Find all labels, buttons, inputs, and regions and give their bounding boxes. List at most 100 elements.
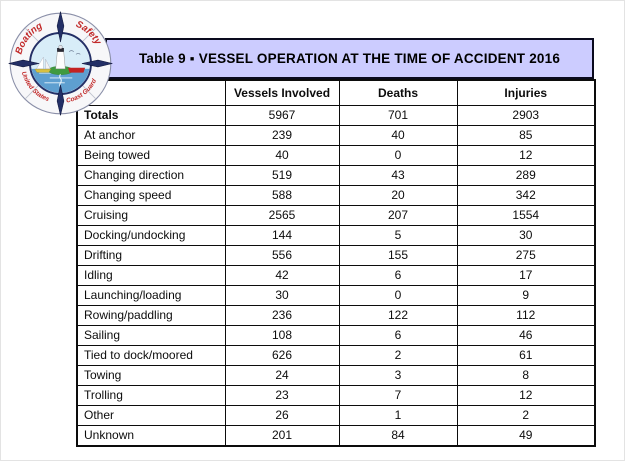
value-cell: 289 xyxy=(456,165,596,186)
table-row: Other 26 1 2 xyxy=(76,405,596,426)
value-cell: 12 xyxy=(456,145,596,166)
value-cell: 84 xyxy=(338,425,458,447)
operation-label: Trolling xyxy=(76,385,226,406)
ring-wedges xyxy=(8,11,113,116)
red-boat-icon xyxy=(67,67,86,73)
operation-label: Tied to dock/moored xyxy=(76,345,226,366)
operation-label: Sailing xyxy=(76,325,226,346)
value-cell: 24 xyxy=(224,365,340,386)
table-row: Tied to dock/moored 626 2 61 xyxy=(76,345,596,366)
value-cell: 239 xyxy=(224,125,340,146)
value-cell: 275 xyxy=(456,245,596,266)
reflection xyxy=(59,73,62,88)
value-cell: 23 xyxy=(224,385,340,406)
operation-label: Idling xyxy=(76,265,226,286)
column-header-deaths: Deaths xyxy=(338,79,458,106)
operation-label: Rowing/paddling xyxy=(76,305,226,326)
value-cell: 6 xyxy=(338,325,458,346)
value-cell: 207 xyxy=(338,205,458,226)
value-cell: 144 xyxy=(224,225,340,246)
table-row: Launching/loading 30 0 9 xyxy=(76,285,596,306)
value-cell: 1554 xyxy=(456,205,596,226)
value-cell: 43 xyxy=(338,165,458,186)
column-header-injuries: Injuries xyxy=(456,79,596,106)
value-cell: 236 xyxy=(224,305,340,326)
value-cell: 5 xyxy=(338,225,458,246)
table-row: Docking/undocking 144 5 30 xyxy=(76,225,596,246)
column-header-vessels-involved: Vessels Involved xyxy=(224,79,340,106)
ring-seams xyxy=(24,27,97,100)
table-row: Changing direction 519 43 289 xyxy=(76,165,596,186)
value-cell: 342 xyxy=(456,185,596,206)
birds-icon xyxy=(68,50,81,55)
value-cell: 46 xyxy=(456,325,596,346)
value-cell: 155 xyxy=(338,245,458,266)
value-cell: 588 xyxy=(224,185,340,206)
operation-label: Being towed xyxy=(76,145,226,166)
value-cell: 49 xyxy=(456,425,596,447)
operation-label: Docking/undocking xyxy=(76,225,226,246)
sailboat-icon xyxy=(34,56,52,73)
value-cell: 112 xyxy=(456,305,596,326)
value-cell: 122 xyxy=(338,305,458,326)
value-cell: 61 xyxy=(456,345,596,366)
value-cell: 2565 xyxy=(224,205,340,226)
value-cell: 6 xyxy=(338,265,458,286)
vessel-table-body: Totals 5967 701 2903 At anchor 239 40 85 Being t… xyxy=(76,105,596,447)
value-cell: 2 xyxy=(338,345,458,366)
operation-label: Other xyxy=(76,405,226,426)
value-cell: 701 xyxy=(338,105,458,126)
table-row: Being towed 40 0 12 xyxy=(76,145,596,166)
value-cell: 0 xyxy=(338,145,458,166)
value-cell: 626 xyxy=(224,345,340,366)
operation-label: Towing xyxy=(76,365,226,386)
value-cell: 40 xyxy=(224,145,340,166)
table-row: Towing 24 3 8 xyxy=(76,365,596,386)
coast-guard-boating-safety-logo: Boating Safety United States Coast Guard xyxy=(8,11,113,116)
value-cell: 2903 xyxy=(456,105,596,126)
value-cell: 42 xyxy=(224,265,340,286)
table-row: Idling 42 6 17 xyxy=(76,265,596,286)
table-row: Sailing 108 6 46 xyxy=(76,325,596,346)
value-cell: 0 xyxy=(338,285,458,306)
operation-label: Changing speed xyxy=(76,185,226,206)
value-cell: 519 xyxy=(224,165,340,186)
table-row: Changing speed 588 20 342 xyxy=(76,185,596,206)
value-cell: 9 xyxy=(456,285,596,306)
table-row: At anchor 239 40 85 xyxy=(76,125,596,146)
value-cell: 556 xyxy=(224,245,340,266)
value-cell: 3 xyxy=(338,365,458,386)
operation-label: Changing direction xyxy=(76,165,226,186)
lighthouse-icon xyxy=(55,51,66,70)
value-cell: 17 xyxy=(456,265,596,286)
value-cell: 20 xyxy=(338,185,458,206)
operation-label: Cruising xyxy=(76,205,226,226)
value-cell: 2 xyxy=(456,405,596,426)
operation-label: Launching/loading xyxy=(76,285,226,306)
table-header-row: Vessels Involved Deaths Injuries xyxy=(76,79,596,106)
operation-label: Unknown xyxy=(76,425,226,447)
table-title-bar: Table 9 ▪ VESSEL OPERATION AT THE TIME O… xyxy=(105,38,594,79)
table-title: Table 9 ▪ VESSEL OPERATION AT THE TIME O… xyxy=(138,51,561,66)
value-cell: 8 xyxy=(456,365,596,386)
value-cell: 5967 xyxy=(224,105,340,126)
vessel-operation-table: Vessels Involved Deaths Injuries Totals 5… xyxy=(76,79,596,447)
operation-label: Drifting xyxy=(76,245,226,266)
table-row: Unknown 201 84 49 xyxy=(76,425,596,447)
operation-label: At anchor xyxy=(76,125,226,146)
value-cell: 85 xyxy=(456,125,596,146)
table-row: Cruising 2565 207 1554 xyxy=(76,205,596,226)
table-row: Rowing/paddling 236 122 112 xyxy=(76,305,596,326)
table-row: Trolling 23 7 12 xyxy=(76,385,596,406)
value-cell: 7 xyxy=(338,385,458,406)
value-cell: 40 xyxy=(338,125,458,146)
value-cell: 1 xyxy=(338,405,458,426)
value-cell: 30 xyxy=(224,285,340,306)
value-cell: 108 xyxy=(224,325,340,346)
table-row: Drifting 556 155 275 xyxy=(76,245,596,266)
value-cell: 30 xyxy=(456,225,596,246)
value-cell: 201 xyxy=(224,425,340,447)
value-cell: 12 xyxy=(456,385,596,406)
table-row: Totals 5967 701 2903 xyxy=(76,105,596,126)
